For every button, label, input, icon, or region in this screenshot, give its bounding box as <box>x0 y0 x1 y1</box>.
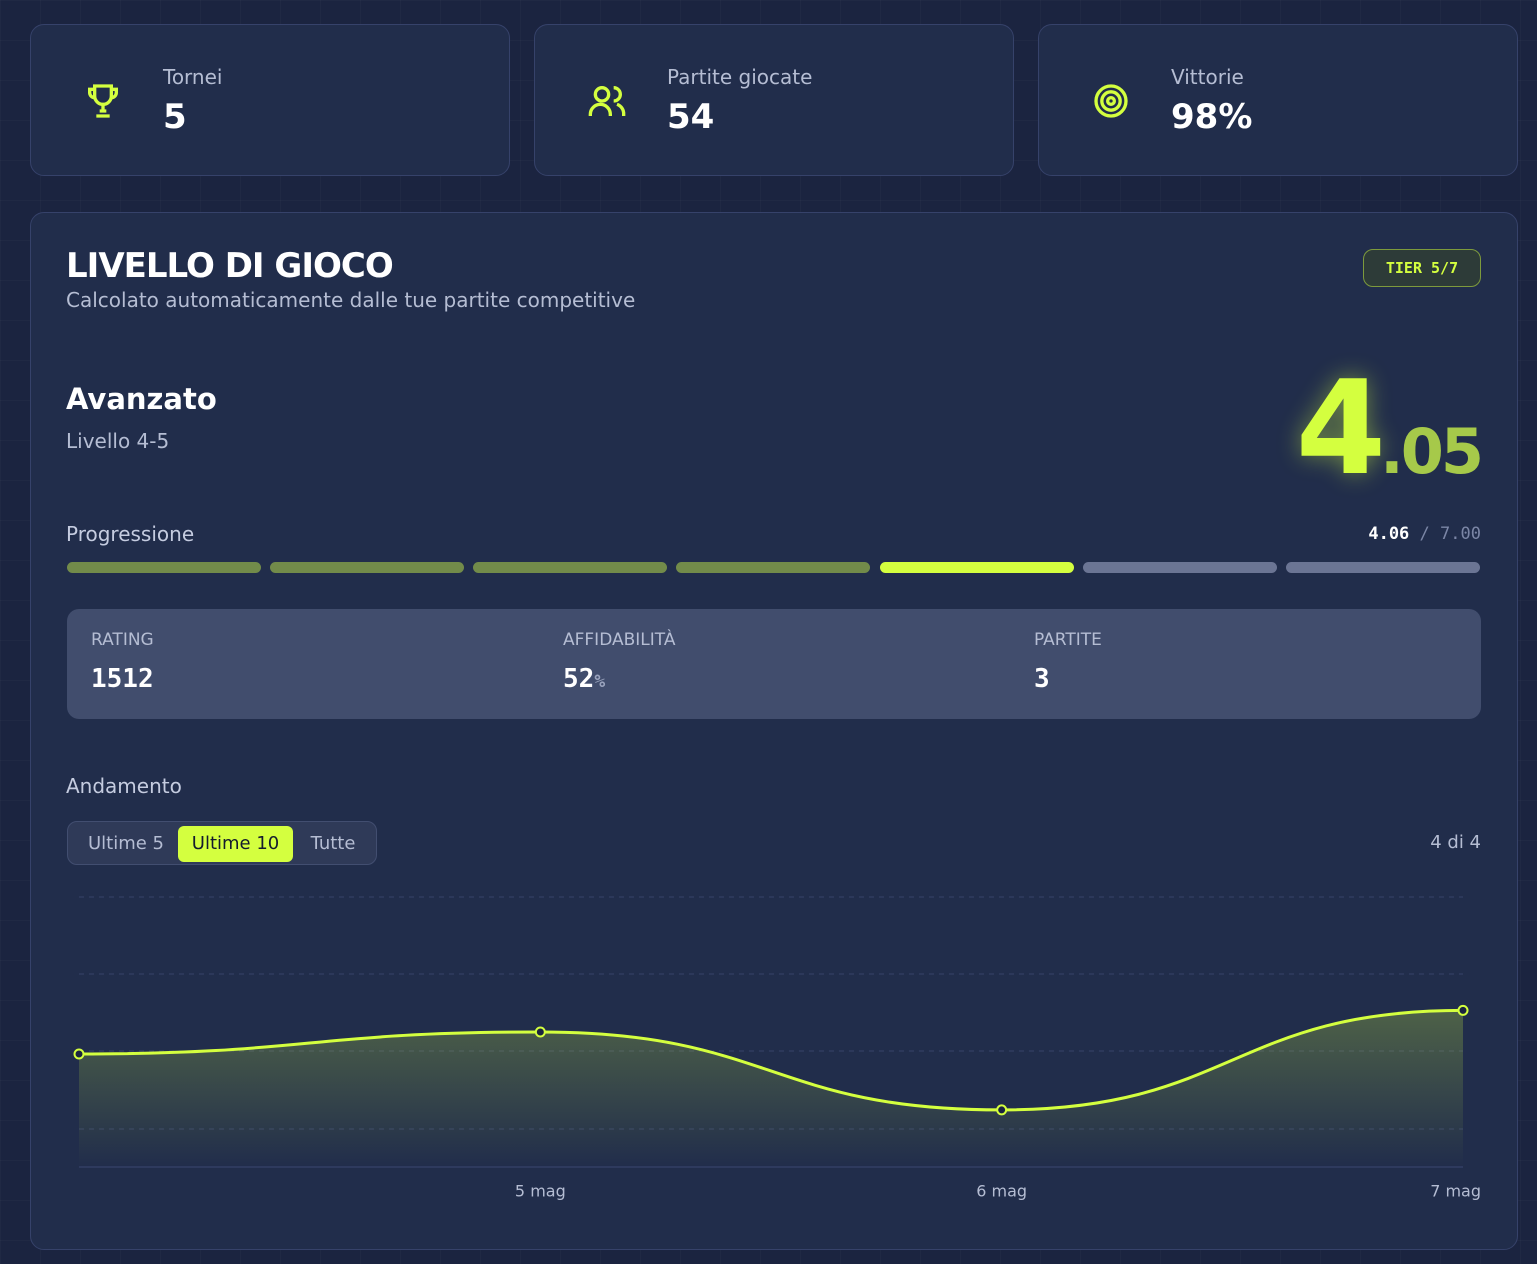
stat-value: 98% <box>1171 97 1253 137</box>
metric-number: 52 <box>563 664 595 694</box>
point <box>73 1048 85 1060</box>
trend-count: 4 di 4 <box>1430 832 1481 853</box>
progress-current: 4.06 <box>1368 524 1410 544</box>
level-range: Livello 4-5 <box>66 429 170 453</box>
metric-label: PARTITE <box>1034 630 1102 650</box>
filter-button[interactable]: Ultime 5 <box>87 833 165 854</box>
line <box>78 1008 1464 1112</box>
target-icon <box>1094 84 1128 118</box>
progress-segment <box>270 562 464 573</box>
x-tick-label: 6 mag <box>976 1182 1027 1201</box>
metric-value: 3 <box>1034 664 1050 694</box>
trophy-icon <box>88 84 118 118</box>
point <box>1457 1004 1469 1016</box>
stat-value: 5 <box>163 97 187 137</box>
level-title: LIVELLO DI GIOCO <box>66 246 394 286</box>
area <box>79 1010 1463 1167</box>
progress-segment <box>1083 562 1277 573</box>
progress-separator: / <box>1419 524 1430 544</box>
progress-segment <box>880 562 1074 573</box>
filter-group: Ultime 5 Ultime 10 Tutte <box>67 821 377 865</box>
level-score: 4.05 <box>1295 352 1484 504</box>
users-icon <box>588 86 626 116</box>
filter-button[interactable]: Tutte <box>310 833 356 854</box>
metric-label: AFFIDABILITÀ <box>563 630 676 650</box>
progress-segment <box>1286 562 1480 573</box>
point <box>996 1104 1008 1116</box>
metric-label: RATING <box>91 630 154 650</box>
x-tick-label: 7 mag <box>1430 1182 1481 1201</box>
stat-label: Vittorie <box>1171 65 1244 89</box>
metrics-box <box>67 609 1481 719</box>
stat-card: Vittorie 98% <box>1038 24 1518 176</box>
progress-segment <box>473 562 667 573</box>
level-name: Avanzato <box>66 382 217 416</box>
level-subtitle: Calcolato automaticamente dalle tue part… <box>66 288 636 312</box>
progress-max: 7.00 <box>1440 524 1481 544</box>
metric-value: 52% <box>563 664 605 694</box>
stat-label: Partite giocate <box>667 65 813 89</box>
score-decimal: .05 <box>1380 415 1484 488</box>
x-tick-label: 5 mag <box>515 1182 566 1201</box>
stat-card: Tornei 5 <box>30 24 510 176</box>
trend-title: Andamento <box>66 774 182 798</box>
stat-label: Tornei <box>163 65 223 89</box>
progress-segment <box>676 562 870 573</box>
stat-value: 54 <box>667 97 715 137</box>
metric-unit: % <box>594 671 606 692</box>
filter-button-active[interactable]: Ultime 10 <box>178 826 293 862</box>
point <box>534 1026 546 1038</box>
progress-value: 4.06 / 7.00 <box>1368 524 1481 544</box>
progress-segment <box>67 562 261 573</box>
metric-value: 1512 <box>91 664 154 694</box>
score-integer: 4 <box>1295 352 1387 504</box>
stat-card: Partite giocate 54 <box>534 24 1014 176</box>
tier-badge: TIER 5/7 <box>1363 249 1481 287</box>
progress-label: Progressione <box>66 522 195 546</box>
